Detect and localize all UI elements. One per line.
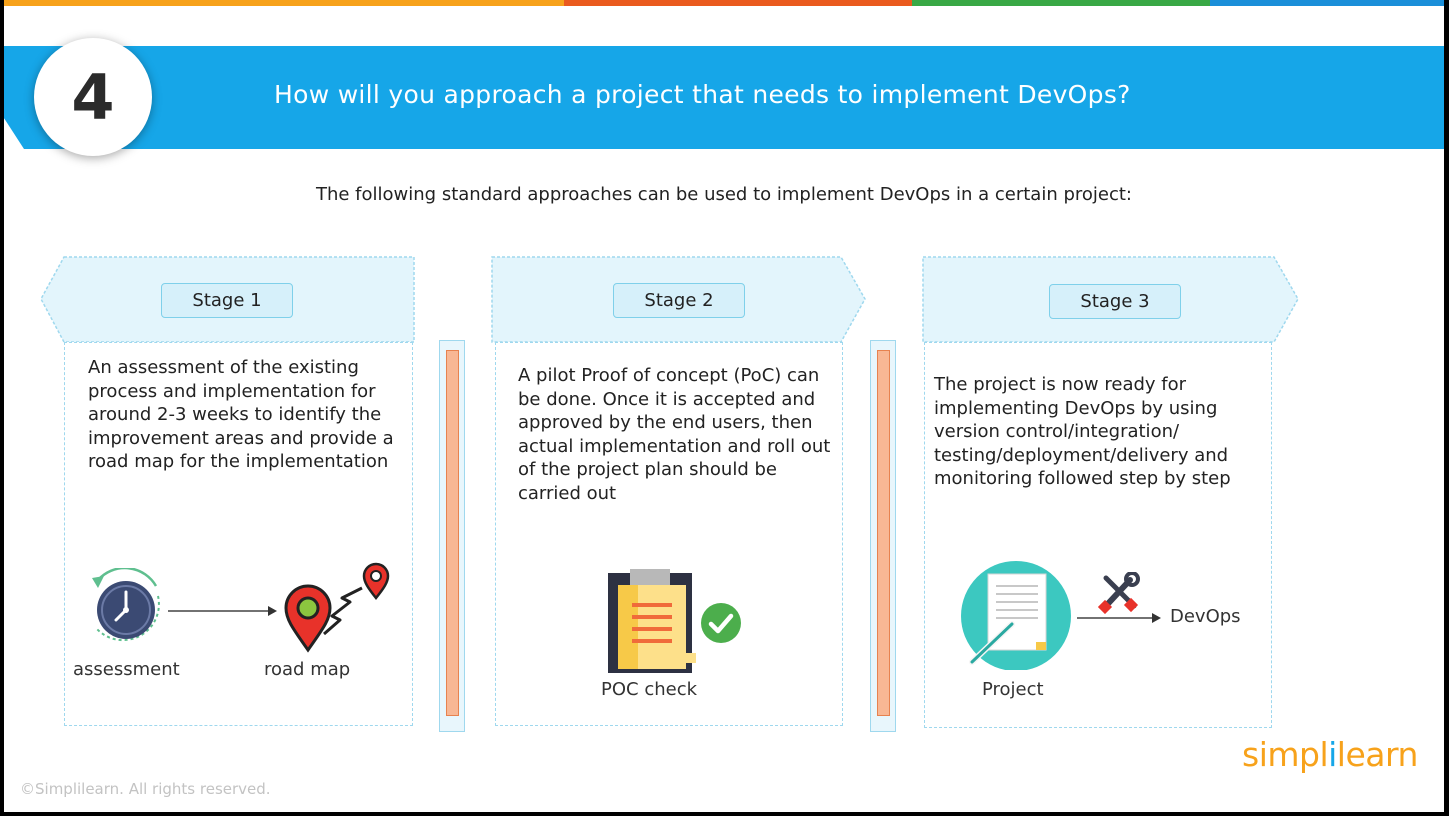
devops-caption: DevOps	[1170, 606, 1241, 627]
title-banner	[4, 46, 1444, 149]
stage-3-card	[924, 342, 1272, 728]
question-number-badge: 4	[34, 38, 152, 156]
simplilearn-logo: simplilearn	[1242, 735, 1418, 774]
page-title: How will you approach a project that nee…	[274, 80, 1131, 109]
copyright-text: ©Simplilearn. All rights reserved.	[20, 780, 271, 798]
stage-2-text: A pilot Proof of concept (PoC) can be do…	[518, 365, 831, 504]
intro-text: The following standard approaches can be…	[315, 184, 1132, 205]
assessment-caption: assessment	[73, 659, 180, 680]
clipboard-icon	[608, 569, 696, 673]
checkmark-icon	[701, 603, 741, 643]
project-caption: Project	[982, 679, 1044, 700]
clock-icon	[92, 568, 160, 642]
stage-1-text: An assessment of the existing process an…	[88, 357, 394, 472]
arrow-icon	[1077, 613, 1161, 623]
document-icon	[961, 561, 1071, 670]
stage-1-label: Stage 1	[161, 283, 293, 318]
top-color-stripe	[4, 0, 1444, 6]
map-pin-icon	[284, 562, 390, 653]
stage-2-label: Stage 2	[613, 283, 745, 318]
arrow-icon	[168, 606, 277, 616]
stage-divider-2	[870, 340, 896, 732]
stage-3-label: Stage 3	[1049, 284, 1181, 319]
stage-divider-1	[439, 340, 465, 732]
road-map-caption: road map	[264, 659, 351, 680]
tools-icon	[1098, 572, 1140, 614]
stage-3-text: The project is now ready for implementin…	[934, 374, 1231, 489]
poc-check-caption: POC check	[601, 679, 698, 700]
stage-1-card	[64, 342, 413, 726]
slide: 4 How will you approach a project that n…	[4, 0, 1444, 812]
